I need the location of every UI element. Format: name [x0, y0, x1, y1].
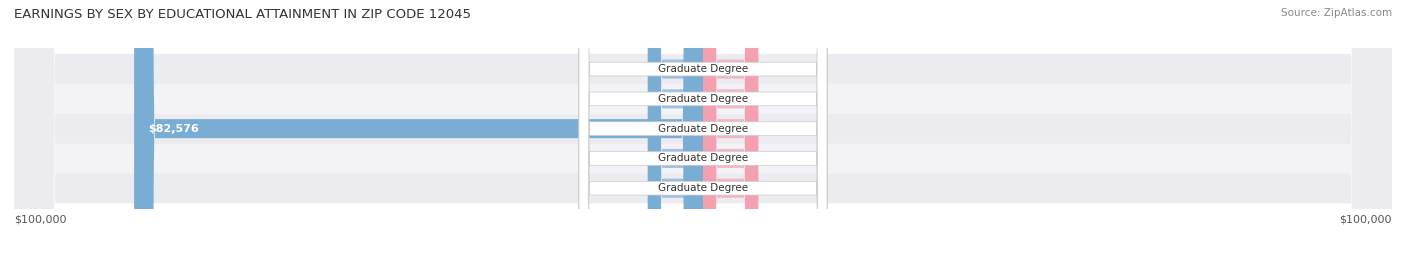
- FancyBboxPatch shape: [14, 0, 1392, 268]
- Text: $100,000: $100,000: [14, 215, 66, 225]
- Text: $82,576: $82,576: [148, 124, 198, 134]
- Text: Source: ZipAtlas.com: Source: ZipAtlas.com: [1281, 8, 1392, 18]
- FancyBboxPatch shape: [579, 0, 827, 268]
- Text: Graduate Degree: Graduate Degree: [658, 94, 748, 104]
- FancyBboxPatch shape: [648, 0, 703, 268]
- FancyBboxPatch shape: [703, 0, 758, 268]
- FancyBboxPatch shape: [14, 0, 1392, 268]
- Text: $0: $0: [720, 64, 734, 74]
- Text: Graduate Degree: Graduate Degree: [658, 64, 748, 74]
- Text: $0: $0: [672, 183, 686, 193]
- Text: Graduate Degree: Graduate Degree: [658, 124, 748, 134]
- Text: $0: $0: [720, 124, 734, 134]
- FancyBboxPatch shape: [648, 0, 703, 268]
- Text: Graduate Degree: Graduate Degree: [658, 153, 748, 163]
- FancyBboxPatch shape: [14, 0, 1392, 268]
- FancyBboxPatch shape: [134, 0, 703, 268]
- FancyBboxPatch shape: [703, 0, 758, 268]
- Text: EARNINGS BY SEX BY EDUCATIONAL ATTAINMENT IN ZIP CODE 12045: EARNINGS BY SEX BY EDUCATIONAL ATTAINMEN…: [14, 8, 471, 21]
- FancyBboxPatch shape: [579, 0, 827, 268]
- FancyBboxPatch shape: [703, 0, 758, 268]
- Text: $0: $0: [672, 153, 686, 163]
- Text: $0: $0: [720, 94, 734, 104]
- Text: $0: $0: [672, 64, 686, 74]
- FancyBboxPatch shape: [648, 0, 703, 268]
- FancyBboxPatch shape: [703, 0, 758, 268]
- FancyBboxPatch shape: [14, 0, 1392, 268]
- FancyBboxPatch shape: [703, 0, 758, 268]
- Text: $100,000: $100,000: [1340, 215, 1392, 225]
- Text: $0: $0: [672, 94, 686, 104]
- FancyBboxPatch shape: [648, 0, 703, 268]
- Text: Graduate Degree: Graduate Degree: [658, 183, 748, 193]
- FancyBboxPatch shape: [579, 0, 827, 268]
- FancyBboxPatch shape: [579, 0, 827, 268]
- Text: $0: $0: [720, 153, 734, 163]
- FancyBboxPatch shape: [14, 0, 1392, 268]
- FancyBboxPatch shape: [579, 0, 827, 268]
- Text: $0: $0: [720, 183, 734, 193]
